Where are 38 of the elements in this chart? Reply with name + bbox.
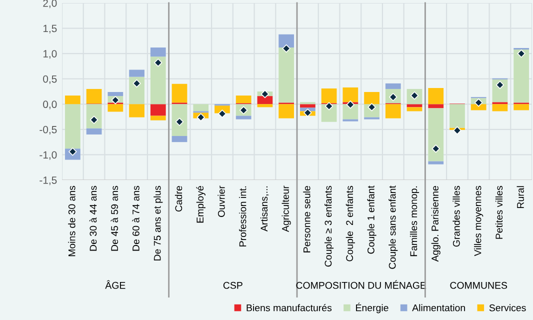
x-tick-label: Grandes villes: [452, 186, 460, 247]
y-tick-label: -1,5: [40, 176, 57, 186]
x-tick-label: Familles monop.: [410, 186, 420, 256]
x-tick-label: Personne seule: [303, 186, 310, 252]
x-tick-label: Cadre: [174, 186, 182, 212]
x-tick-label: De 60 à 74 ans: [132, 186, 140, 251]
legend-label: Énergie: [356, 302, 388, 314]
y-tick-label: 0,0: [43, 100, 57, 110]
y-tick-label: -0,5: [40, 126, 57, 135]
x-tick-label: Couple 1 enfant: [367, 186, 376, 254]
x-tick-label: Petites villes: [495, 186, 503, 239]
x-tick-label: Couple 2 enfants: [346, 186, 355, 262]
x-tick-label: Profession int.: [239, 186, 246, 246]
x-tick-label: Agglo. Parisienne: [431, 186, 440, 262]
legend-label: Biens manufacturés: [246, 304, 332, 312]
y-tick-label: 1,5: [43, 24, 57, 34]
x-tick-label: Employé: [196, 186, 206, 223]
y-tick-label: 0,5: [43, 75, 57, 84]
x-tick-label: Ouvrier: [218, 186, 225, 217]
y-tick-label: 1,0: [43, 50, 57, 59]
x-tick-label: Couple sans enfant: [388, 186, 398, 269]
y-tick-label: -1,0: [40, 151, 57, 160]
x-tick-label: De 45 à 59 ans: [110, 186, 118, 251]
text: COMMUNES: [450, 282, 508, 289]
y-tick-label: 2,0: [43, 0, 57, 8]
x-tick-label: De 30 à 44 ans: [89, 186, 97, 251]
x-tick-label: De 75 ans et plus: [154, 186, 163, 260]
x-tick-label: Moins de 30 ans: [68, 186, 76, 256]
x-tick-label: Artisans,...: [260, 186, 269, 232]
text: CSP: [223, 282, 242, 289]
x-tick-label: Rural: [516, 186, 524, 208]
legend-label: Alimentation: [412, 304, 465, 312]
text: COMPOSITION DU MÉNAGE: [296, 280, 426, 289]
text: ÂGE: [105, 280, 126, 289]
x-tick-label: Couple ≥ 3 enfants: [324, 186, 334, 267]
x-tick-label: Villes moyennes: [474, 186, 484, 256]
x-tick-label: Agriculteur: [282, 186, 291, 232]
legend-label: Services: [489, 304, 526, 312]
